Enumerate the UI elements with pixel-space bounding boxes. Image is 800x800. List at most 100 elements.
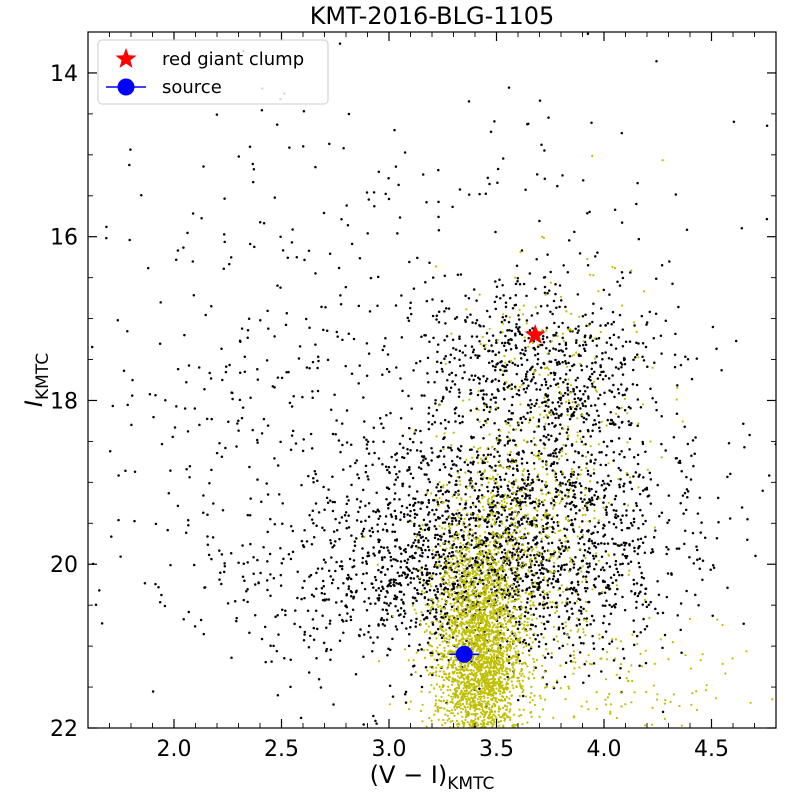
field-star-point (520, 548, 524, 552)
field-star-point (389, 411, 392, 415)
field-star-point (486, 418, 490, 421)
field-star-point (594, 554, 598, 558)
hst-star-point (458, 573, 461, 576)
field-star-point (361, 535, 364, 538)
field-star-point (499, 478, 503, 481)
field-star-point (547, 454, 550, 457)
field-star-point (553, 321, 556, 325)
field-star-point (616, 280, 619, 283)
hst-star-point (477, 693, 480, 696)
field-star-point (546, 526, 549, 530)
field-star-point (478, 382, 481, 385)
hst-star-point (455, 532, 458, 535)
field-star-point (303, 258, 306, 262)
hst-star-point (443, 575, 446, 578)
hst-star-point (460, 624, 463, 627)
field-star-point (604, 374, 607, 378)
field-star-point (266, 493, 270, 496)
field-star-point (352, 559, 356, 562)
field-star-point (701, 578, 704, 582)
field-star-point (408, 260, 411, 264)
field-star-point (505, 527, 508, 531)
field-star-point (625, 554, 629, 558)
field-star-point (469, 477, 473, 480)
hst-star-point (456, 643, 459, 647)
hst-star-point (430, 621, 433, 624)
field-star-point (467, 296, 471, 300)
hst-star-point (494, 520, 497, 523)
field-star-point (674, 332, 677, 336)
field-star-point (285, 371, 288, 374)
field-star-point (566, 540, 570, 543)
field-star-point (429, 651, 432, 655)
field-star-point (657, 593, 661, 597)
field-star-point (581, 454, 584, 458)
field-star-point (612, 383, 615, 387)
field-star-point (427, 477, 430, 481)
field-star-point (616, 515, 620, 518)
field-star-point (527, 384, 530, 388)
field-star-point (612, 604, 616, 607)
hst-star-point (514, 530, 517, 533)
field-star-point (468, 528, 472, 531)
field-star-point (601, 604, 605, 607)
hst-star-point (477, 723, 480, 727)
field-star-point (160, 442, 164, 446)
hst-star-point (458, 583, 461, 586)
field-star-point (581, 179, 585, 182)
field-star-point (580, 612, 583, 615)
field-star-point (421, 543, 425, 547)
hst-star-point (463, 574, 466, 577)
field-star-point (365, 342, 369, 345)
field-star-point (273, 335, 276, 338)
hst-star-point (526, 546, 529, 549)
field-star-point (186, 231, 189, 235)
field-star-point (441, 514, 444, 518)
field-star-point (126, 329, 129, 333)
field-star-point (374, 578, 378, 582)
field-star-point (412, 369, 415, 372)
field-star-point (265, 359, 269, 362)
field-star-point (320, 591, 324, 595)
field-star-point (570, 500, 574, 504)
field-star-point (566, 514, 570, 518)
field-star-point (439, 610, 443, 613)
hst-star-point (473, 585, 476, 589)
field-star-point (537, 478, 541, 482)
field-star-point (660, 511, 664, 515)
field-star-point (553, 373, 557, 377)
field-star-point (572, 566, 576, 569)
field-star-point (266, 560, 269, 563)
field-star-point (406, 316, 410, 320)
hst-star-point (452, 695, 455, 698)
field-star-point (720, 369, 723, 372)
field-star-point (521, 500, 524, 504)
field-star-point (439, 572, 442, 575)
field-star-point (420, 592, 423, 596)
hst-star-point (501, 623, 504, 626)
field-star-point (612, 522, 616, 526)
field-star-point (447, 446, 450, 449)
field-star-point (456, 583, 460, 587)
field-star-point (598, 373, 602, 377)
field-star-point (643, 488, 647, 491)
field-star-point (228, 363, 231, 367)
hst-star-point (443, 607, 446, 610)
field-star-point (541, 460, 544, 463)
field-star-point (171, 435, 174, 439)
field-star-point (587, 430, 590, 433)
field-star-point (545, 467, 548, 471)
field-star-point (644, 345, 648, 349)
field-star-point (342, 468, 345, 471)
field-star-point (182, 617, 185, 621)
field-star-point (608, 588, 611, 591)
field-star-point (407, 493, 411, 497)
field-star-point (362, 436, 366, 439)
field-star-point (551, 312, 554, 316)
field-star-point (311, 360, 315, 364)
field-star-point (335, 560, 338, 564)
field-star-point (527, 542, 530, 545)
field-star-point (105, 225, 108, 229)
field-star-point (571, 587, 575, 591)
field-star-point (686, 490, 690, 493)
